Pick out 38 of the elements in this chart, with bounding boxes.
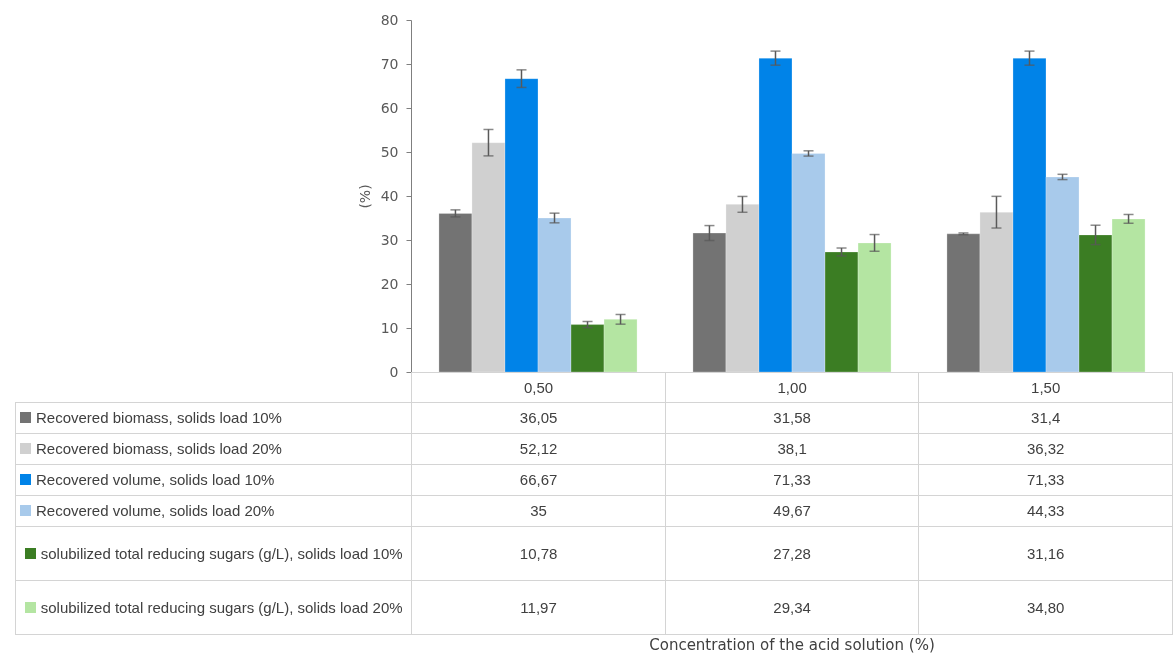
y-tick-label: 10 [380, 319, 399, 336]
y-axis-title: (%) [356, 184, 373, 209]
data-label: 49,67 [665, 495, 919, 526]
data-label: 66,67 [411, 464, 666, 495]
x-tick-label: 1,50 [918, 372, 1173, 402]
legend-label: solubilized total reducing sugars (g/L), solids load 10% [15, 526, 412, 580]
legend-label: Recovered biomass, solids load 20% [15, 433, 412, 464]
y-tick-label: 60 [380, 99, 399, 116]
legend-label: Recovered biomass, solids load 10% [15, 402, 412, 433]
data-label: 31,4 [918, 402, 1173, 433]
data-label: 71,33 [918, 464, 1173, 495]
data-label: 36,32 [918, 433, 1173, 464]
data-label: 27,28 [665, 526, 919, 580]
data-label: 11,97 [411, 580, 666, 634]
y-tick-label: 50 [380, 143, 399, 160]
data-label: 34,80 [918, 580, 1173, 634]
data-label: 10,78 [411, 526, 666, 580]
data-label: 44,33 [918, 495, 1173, 526]
y-tick-label: 80 [380, 11, 399, 28]
data-label: 52,12 [411, 433, 666, 464]
data-label: 35 [411, 495, 666, 526]
y-tick-label: 20 [380, 275, 399, 292]
data-label: 38,1 [665, 433, 919, 464]
legend-label: solubilized total reducing sugars (g/L), solids load 20% [15, 580, 412, 634]
data-label: 36,05 [411, 402, 666, 433]
x-tick-label: 0,50 [411, 372, 666, 402]
y-tick-label: 40 [380, 187, 399, 204]
text: Concentration of the acid solution (%) [648, 636, 936, 654]
data-label: 31,58 [665, 402, 919, 433]
legend-label: Recovered volume, solids load 20% [15, 495, 412, 526]
legend-label: Recovered volume, solids load 10% [15, 464, 412, 495]
y-tick-label: 70 [380, 55, 399, 72]
data-label: 71,33 [665, 464, 919, 495]
y-tick-label: 30 [380, 231, 399, 248]
y-tick-label: 0 [389, 363, 399, 380]
data-label: 31,16 [918, 526, 1173, 580]
data-label: 29,34 [665, 580, 919, 634]
x-tick-label: 1,00 [665, 372, 919, 402]
